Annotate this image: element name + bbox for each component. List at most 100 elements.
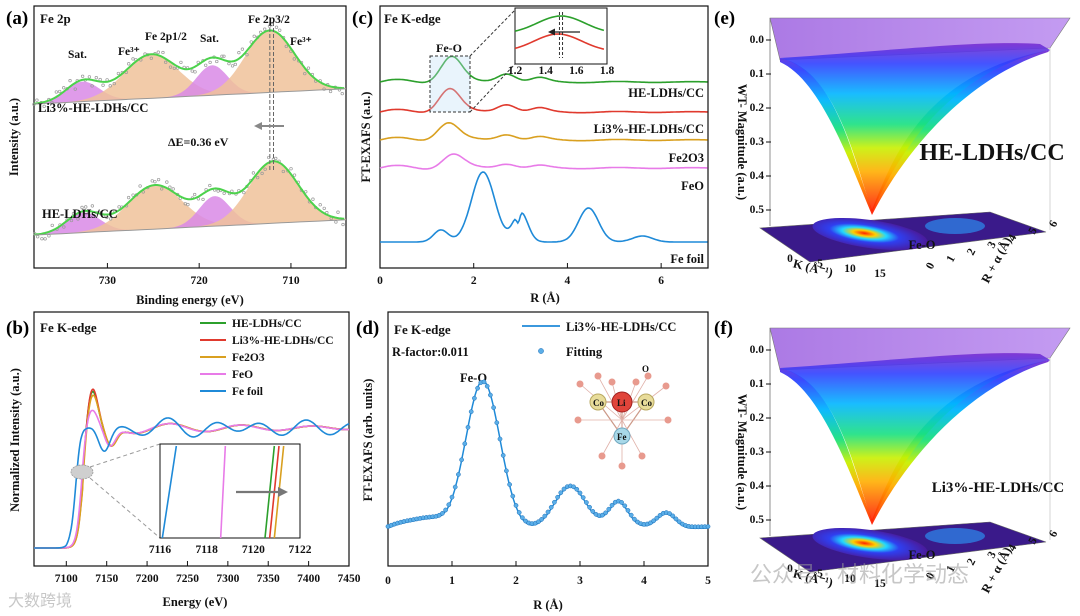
data-point <box>36 235 40 239</box>
fit-point <box>628 512 634 518</box>
data-point <box>112 81 116 86</box>
fit-point <box>670 513 676 519</box>
fit-point <box>520 515 525 520</box>
tick-label: 4 <box>565 275 571 287</box>
chart-title: Fe K-edge <box>40 320 97 335</box>
tick-label: 7250 <box>176 573 199 585</box>
fe-atom <box>613 427 631 445</box>
fit-point <box>606 506 612 512</box>
watermark: 公众号 · 材料化学动态 <box>750 563 969 588</box>
x-ticks: 0 2 4 6 <box>377 263 664 287</box>
r-tick-label: 3 <box>986 549 999 560</box>
inset: 1.2 1.4 1.6 1.8 <box>508 7 614 77</box>
data-point <box>47 234 51 238</box>
plot-area <box>32 22 347 241</box>
zoom-line <box>469 9 516 57</box>
data-point <box>304 190 308 194</box>
fit-point <box>625 508 631 513</box>
fit-point <box>590 509 596 514</box>
panel-b: (b) Fe K-edge HE-LDHs/CC Li3%-HE-LDHs/CC F… <box>6 311 361 609</box>
chart-title: Fe 2p <box>40 11 71 26</box>
fit-point <box>539 516 544 522</box>
shift-arrowhead <box>548 28 555 36</box>
atom-label: Li <box>617 398 626 408</box>
series-label: HE-LDHs/CC <box>42 207 118 221</box>
tick-label: 7400 <box>297 573 320 585</box>
oxygen-atom <box>598 452 606 460</box>
fit-point <box>571 484 576 490</box>
panel-a: (a) Fe 2p Li3%-HE-LDHs/CC HE-LDHs/CC Sat… <box>6 5 347 307</box>
fit-point <box>468 409 474 415</box>
oxygen-atom <box>662 382 670 390</box>
wt-surface <box>780 43 1050 212</box>
data-point <box>73 87 77 91</box>
data-point <box>249 40 253 44</box>
fit-point <box>536 519 541 525</box>
tick-label: 3 <box>577 575 583 587</box>
inset-tick-label: 1.4 <box>538 65 553 77</box>
oxygen-atom <box>594 372 602 380</box>
data-point <box>256 176 260 180</box>
data-point <box>94 76 98 80</box>
data-point <box>168 185 172 189</box>
x-ticks: 7100 7150 7200 7250 7300 7350 7400 7450 <box>55 561 361 585</box>
k-tick-label: 15 <box>874 268 886 280</box>
fit-component <box>34 54 346 104</box>
fit-point <box>446 502 452 508</box>
fit-point <box>516 510 522 515</box>
data-point <box>311 197 315 201</box>
oxygen-atom <box>638 452 646 460</box>
fit-point <box>603 510 608 516</box>
data-point <box>109 217 113 221</box>
data-point <box>127 62 131 66</box>
fit-point <box>494 420 500 426</box>
fit-point <box>561 486 567 492</box>
data-point <box>108 84 112 88</box>
series-line <box>387 380 708 530</box>
series-label: Fe foil <box>670 252 704 266</box>
tick-label: 2 <box>513 575 519 587</box>
data-point <box>220 54 224 58</box>
z-tick-label: 0.4 <box>750 170 765 182</box>
legend-label: Fe2O3 <box>232 352 265 364</box>
chart-title: Fe K-edge <box>384 11 441 26</box>
inset-tick-label: 1.6 <box>569 65 584 77</box>
data-point <box>87 75 92 79</box>
fit-component <box>34 185 346 235</box>
data-point <box>322 87 326 91</box>
data-point <box>230 64 235 68</box>
data-point <box>40 237 44 241</box>
data-point <box>227 62 231 66</box>
data-point <box>186 202 190 207</box>
z-tick-label: 0.1 <box>750 378 765 390</box>
x-axis-title: R (Å) <box>530 291 560 305</box>
fit-point <box>673 516 679 522</box>
series-label: FeO <box>681 179 704 193</box>
oxygen-atom <box>608 378 616 386</box>
k-tick-label: 15 <box>874 578 886 590</box>
inset-tick-label: 1.2 <box>508 65 523 77</box>
wt-surface <box>780 353 1050 522</box>
data-point <box>171 187 175 191</box>
tick-label: 2 <box>471 275 477 287</box>
data-point <box>50 223 54 228</box>
zoom-line <box>89 477 161 539</box>
shift-arrowhead <box>254 122 262 130</box>
data-point <box>208 183 212 188</box>
y-axis-title: Normalized Intensity (a.u.) <box>8 368 22 512</box>
data-point <box>263 27 267 31</box>
k-tick-label: 5 <box>817 258 823 270</box>
legend: HE-LDHs/CC Li3%-HE-LDHs/CC Fe2O3 FeO Fe foil <box>200 318 334 398</box>
series-label: HE-LDHs/CC <box>628 86 704 100</box>
fit-point <box>657 513 663 518</box>
y-axis-title: FT-EXAFS (arb. units) <box>361 379 375 502</box>
tick-label: 7100 <box>55 573 78 585</box>
r-tick-label: 1 <box>945 563 958 574</box>
peak-label: Fe-O <box>908 238 935 252</box>
bond <box>597 375 623 421</box>
sample-label: HE-LDHs/CC <box>919 140 1064 166</box>
r-tick-label: 6 <box>1047 218 1060 229</box>
data-point <box>237 51 241 55</box>
